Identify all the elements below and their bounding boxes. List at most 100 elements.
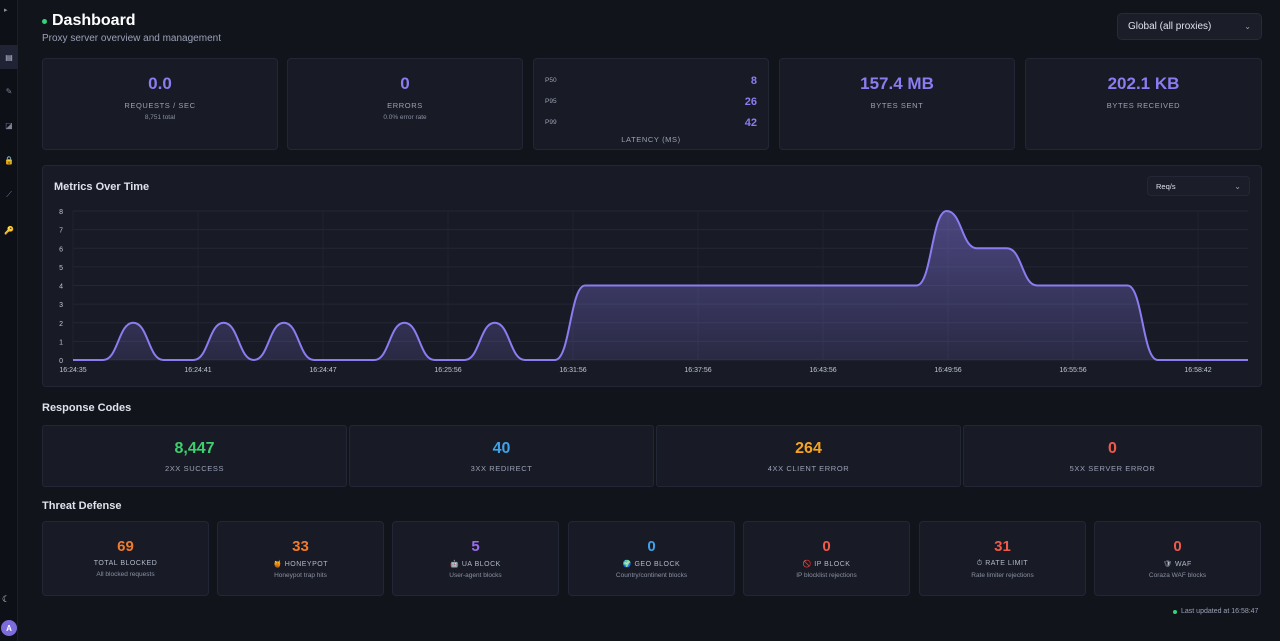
sidebar-item-tags[interactable]: ✎ xyxy=(0,79,18,103)
threat-label: 🍯 HONEYPOT xyxy=(218,560,383,568)
threat-defense-title: Threat Defense xyxy=(42,500,122,512)
x-tick-label: 16:24:35 xyxy=(59,367,86,374)
threat-label-text: TOTAL BLOCKED xyxy=(93,560,158,567)
y-tick-label: 1 xyxy=(59,339,63,346)
response-value: 40 xyxy=(492,440,511,457)
last-updated: Last updated at 16:58:47 xyxy=(1173,608,1258,615)
threat-card: 31 ⏱ RATE LIMIT Rate limiter rejections xyxy=(919,521,1086,596)
errors-value: 0 xyxy=(400,74,410,93)
threat-sub: Country/continent blocks xyxy=(615,572,688,579)
proxy-scope-value: Global (all proxies) xyxy=(1128,21,1212,32)
response-card-2xx: 8,447 2XX SUCCESS xyxy=(42,425,347,487)
threat-sub: Honeypot trap hits xyxy=(274,572,327,579)
latency-value: 42 xyxy=(744,116,757,129)
globe-icon: 🌍 xyxy=(622,561,633,568)
sidebar-item-keys[interactable]: 🔑 xyxy=(0,218,18,242)
threat-label: TOTAL BLOCKED xyxy=(43,560,208,567)
threat-card: 0 🚫 IP BLOCK IP blocklist rejections xyxy=(743,521,910,596)
x-tick-label: 16:43:56 xyxy=(809,367,836,374)
metrics-chart-card: 0 1 2 3 4 5 6 7 8 16:24:35 16:24:41 16:24:47 16:25:5… xyxy=(42,165,1262,387)
x-tick-label: 16:24:47 xyxy=(309,367,336,374)
theme-toggle-icon[interactable]: ☾ xyxy=(2,594,11,604)
bytes-received-label: BYTES RECEIVED xyxy=(1106,101,1181,110)
link-icon: ⟋ xyxy=(6,190,12,199)
threat-sub: All blocked requests xyxy=(96,571,155,578)
threat-value: 69 xyxy=(117,538,134,555)
threat-value: 5 xyxy=(471,538,480,555)
threat-label-text: IP BLOCK xyxy=(814,561,851,568)
series-line xyxy=(72,209,1248,362)
threat-value: 0 xyxy=(647,538,656,555)
prohibited-icon: 🚫 xyxy=(802,561,812,568)
response-label: 3XX REDIRECT xyxy=(470,464,533,473)
errors-label: ERRORS xyxy=(387,101,423,110)
threat-card: 33 🍯 HONEYPOT Honeypot trap hits xyxy=(217,521,384,596)
x-tick-label: 16:25:56 xyxy=(434,367,461,374)
latency-value: 26 xyxy=(744,95,757,108)
requests-per-sec-card: 0.0 REQUESTS / SEC 8,751 total xyxy=(42,58,278,150)
latency-card: P50 8 P95 26 P99 42 LATENCY (MS) xyxy=(533,58,769,150)
status-dot xyxy=(42,18,47,24)
errors-card: 0 ERRORS 0.0% error rate xyxy=(287,58,523,150)
x-tick-label: 16:24:41 xyxy=(184,367,211,374)
threat-sub: User-agent blocks xyxy=(449,572,502,579)
bytes-sent-label: BYTES SENT xyxy=(870,101,924,110)
bytes-received-card: 202.1 KB BYTES RECEIVED xyxy=(1025,58,1262,150)
stopwatch-icon: ⏱ xyxy=(976,560,983,567)
threat-card: 69 TOTAL BLOCKED All blocked requests xyxy=(42,521,209,596)
metric-select[interactable]: Req/s ⌄ xyxy=(1147,176,1250,196)
proxy-scope-select[interactable]: Global (all proxies) ⌄ xyxy=(1117,13,1262,40)
error-rate: 0.0% error rate xyxy=(383,114,427,121)
response-label: 2XX SUCCESS xyxy=(164,464,225,473)
threat-label-text: HONEYPOT xyxy=(284,561,328,568)
sidebar-item-dashboard[interactable]: ▤ xyxy=(0,45,18,69)
chart-title: Metrics Over Time xyxy=(54,181,150,193)
threat-sub: Rate limiter rejections xyxy=(971,572,1034,579)
key-icon: 🔑 xyxy=(4,225,14,235)
latency-label: LATENCY (MS) xyxy=(621,135,681,144)
chart-icon: ▤ xyxy=(5,52,13,62)
last-updated-text: Last updated at 16:58:47 xyxy=(1181,608,1259,615)
threat-card: 0 🌍 GEO BLOCK Country/continent blocks xyxy=(568,521,735,596)
threat-sub: Coraza WAF blocks xyxy=(1148,572,1207,579)
bytes-sent-value: 157.4 MB xyxy=(860,74,934,93)
response-label: 4XX CLIENT ERROR xyxy=(767,464,850,473)
sidebar-item-security[interactable]: 🔒 xyxy=(0,148,18,172)
honeypot-icon: 🍯 xyxy=(273,561,283,568)
threat-label-text: UA BLOCK xyxy=(461,561,501,568)
y-tick-label: 5 xyxy=(59,265,63,272)
threat-label: 🛡 WAF xyxy=(1095,560,1260,568)
avatar[interactable]: A xyxy=(1,620,17,636)
threat-card: 5 🤖 UA BLOCK User-agent blocks xyxy=(392,521,559,596)
status-dot xyxy=(1173,609,1177,614)
threat-label: 🌍 GEO BLOCK xyxy=(569,560,734,568)
metrics-chart: 0 1 2 3 4 5 6 7 8 16:24:35 16:24:41 16:24:47 16:25:5… xyxy=(59,209,1248,374)
latency-key: P50 xyxy=(545,77,557,84)
x-tick-label: 16:49:56 xyxy=(934,367,961,374)
page-title: Dashboard xyxy=(52,12,136,29)
x-tick-label: 16:58:42 xyxy=(1184,367,1211,374)
response-label: 5XX SERVER ERROR xyxy=(1069,464,1156,473)
sidebar: ▸ ▤ ✎ ◪ 🔒 ⟋ 🔑 ☾ A xyxy=(0,0,18,641)
satellite-icon: ◪ xyxy=(5,120,13,130)
sidebar-toggle-icon[interactable]: ▸ xyxy=(4,7,8,14)
response-value: 0 xyxy=(1108,440,1117,457)
requests-total: 8,751 total xyxy=(144,114,176,121)
robot-icon: 🤖 xyxy=(450,561,460,568)
y-tick-label: 0 xyxy=(59,358,63,365)
page-subtitle: Proxy server overview and management xyxy=(42,33,221,44)
response-card-4xx: 264 4XX CLIENT ERROR xyxy=(656,425,961,487)
sidebar-item-satellite[interactable]: ◪ xyxy=(0,113,18,137)
y-tick-label: 2 xyxy=(59,321,63,328)
y-tick-label: 7 xyxy=(59,228,63,235)
threat-card: 0 🛡 WAF Coraza WAF blocks xyxy=(1094,521,1261,596)
threat-label-text: RATE LIMIT xyxy=(985,560,1029,567)
response-card-3xx: 40 3XX REDIRECT xyxy=(349,425,654,487)
latency-value: 8 xyxy=(750,74,757,87)
response-codes-title: Response Codes xyxy=(42,402,132,414)
threat-label-text: WAF xyxy=(1175,561,1192,568)
threat-label: ⏱ RATE LIMIT xyxy=(920,560,1085,568)
threat-value: 0 xyxy=(1173,538,1182,555)
threat-value: 31 xyxy=(994,538,1011,555)
sidebar-item-links[interactable]: ⟋ xyxy=(0,183,18,207)
